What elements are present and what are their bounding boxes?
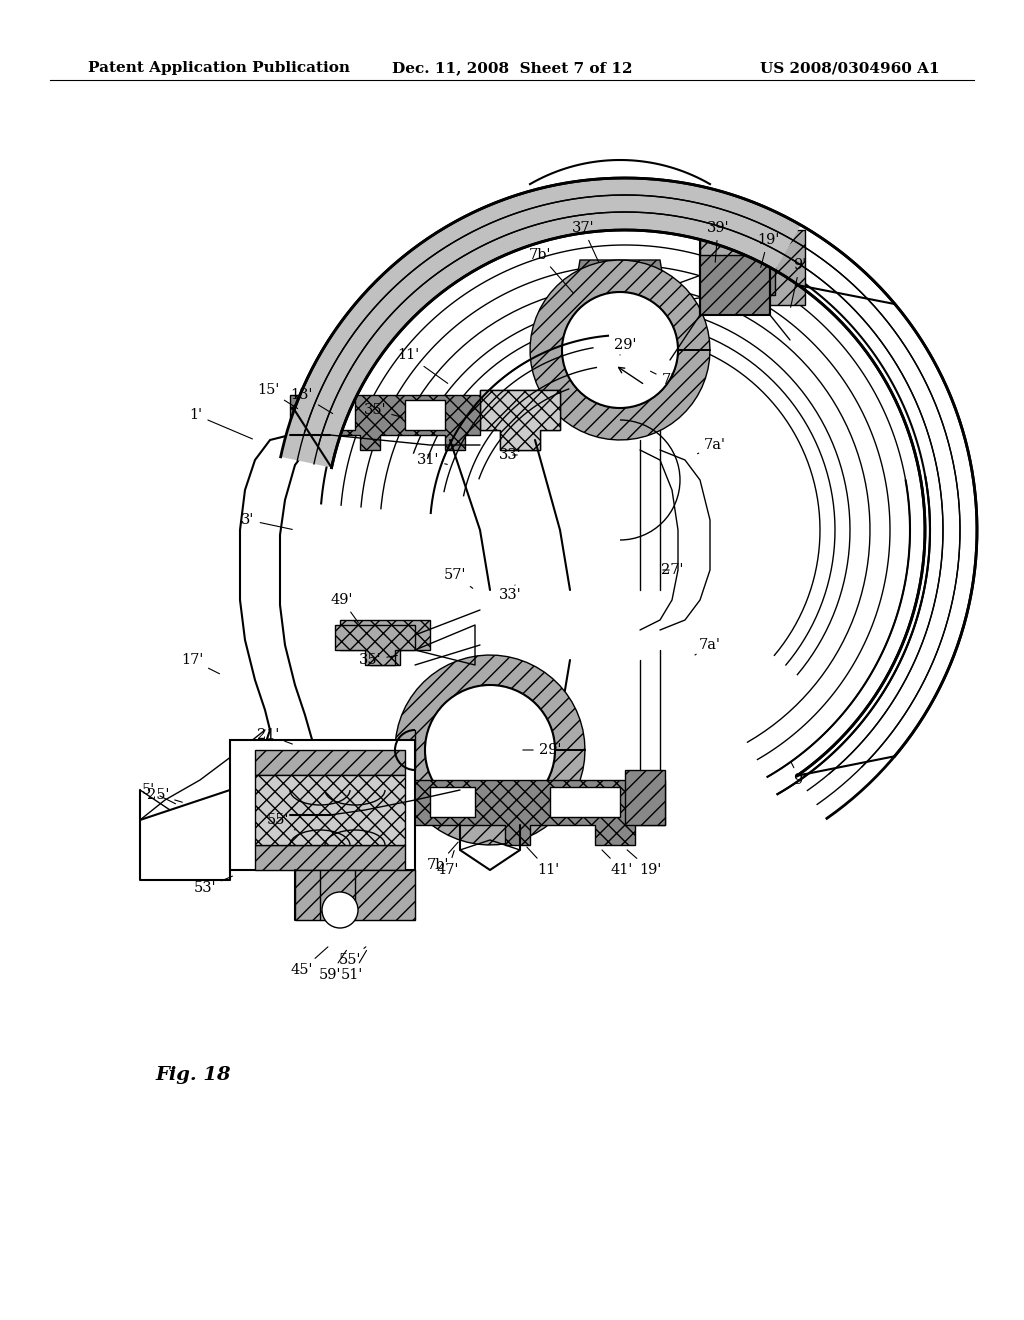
Polygon shape xyxy=(295,870,415,920)
Text: Dec. 11, 2008  Sheet 7 of 12: Dec. 11, 2008 Sheet 7 of 12 xyxy=(392,61,632,75)
Text: 29': 29' xyxy=(613,338,636,355)
Polygon shape xyxy=(281,178,801,467)
Circle shape xyxy=(425,685,555,814)
Text: 21': 21' xyxy=(257,729,293,744)
Polygon shape xyxy=(700,255,770,315)
Polygon shape xyxy=(310,787,355,817)
Polygon shape xyxy=(290,395,480,450)
Text: 9': 9' xyxy=(791,257,807,308)
Text: 7a': 7a' xyxy=(697,438,726,454)
Polygon shape xyxy=(255,845,406,870)
Text: 31': 31' xyxy=(417,453,447,467)
Polygon shape xyxy=(480,389,560,450)
Text: 7': 7' xyxy=(650,371,675,387)
Text: 7b': 7b' xyxy=(427,842,458,873)
Polygon shape xyxy=(295,780,665,845)
Circle shape xyxy=(322,892,358,928)
Polygon shape xyxy=(575,260,665,305)
Polygon shape xyxy=(530,260,710,440)
Text: 29': 29' xyxy=(523,743,561,756)
Text: 15': 15' xyxy=(257,383,298,408)
Text: 33': 33' xyxy=(499,447,521,462)
Text: US 2008/0304960 A1: US 2008/0304960 A1 xyxy=(761,61,940,75)
Circle shape xyxy=(562,292,678,408)
Text: 47': 47' xyxy=(437,850,459,876)
Text: 5': 5' xyxy=(141,783,175,804)
Polygon shape xyxy=(625,770,665,825)
Text: 33': 33' xyxy=(499,585,521,602)
Text: 19': 19' xyxy=(627,850,662,876)
Text: 1': 1' xyxy=(189,408,253,440)
Text: 25': 25' xyxy=(146,788,182,803)
Text: 9': 9' xyxy=(792,763,807,787)
Text: 11': 11' xyxy=(397,348,447,383)
Circle shape xyxy=(575,305,665,395)
Text: 55': 55' xyxy=(266,813,295,830)
Text: 35': 35' xyxy=(364,403,402,417)
Polygon shape xyxy=(700,224,770,255)
Text: 7b': 7b' xyxy=(528,248,573,293)
Text: 19': 19' xyxy=(757,234,779,268)
Polygon shape xyxy=(750,230,805,305)
Polygon shape xyxy=(335,624,415,665)
Text: Fig. 18: Fig. 18 xyxy=(155,1067,230,1084)
Text: 53': 53' xyxy=(194,876,232,895)
Text: 13': 13' xyxy=(291,388,333,413)
Text: 27': 27' xyxy=(660,564,683,577)
Polygon shape xyxy=(480,389,560,450)
Polygon shape xyxy=(255,775,406,845)
Polygon shape xyxy=(340,620,430,665)
Polygon shape xyxy=(715,255,775,294)
Text: 41': 41' xyxy=(602,850,633,876)
Polygon shape xyxy=(430,787,475,817)
Text: 17': 17' xyxy=(181,653,219,673)
Circle shape xyxy=(440,700,540,800)
Text: 3': 3' xyxy=(242,513,292,529)
Circle shape xyxy=(425,685,555,814)
Text: 49': 49' xyxy=(331,593,358,623)
Text: 7a': 7a' xyxy=(695,638,721,655)
Polygon shape xyxy=(230,741,415,870)
Polygon shape xyxy=(550,787,620,817)
Text: 11': 11' xyxy=(527,847,559,876)
Text: Patent Application Publication: Patent Application Publication xyxy=(88,61,350,75)
Polygon shape xyxy=(255,750,406,775)
Text: 45': 45' xyxy=(291,946,328,977)
Text: 37': 37' xyxy=(571,220,599,263)
Polygon shape xyxy=(406,400,445,430)
Text: 39': 39' xyxy=(707,220,729,263)
Text: 51': 51' xyxy=(341,950,367,982)
Text: 55': 55' xyxy=(339,946,366,968)
Circle shape xyxy=(562,292,678,408)
Text: 35': 35' xyxy=(358,653,397,667)
Polygon shape xyxy=(395,655,585,845)
Polygon shape xyxy=(315,400,355,430)
Text: 59': 59' xyxy=(318,950,346,982)
Text: 57': 57' xyxy=(443,568,473,589)
